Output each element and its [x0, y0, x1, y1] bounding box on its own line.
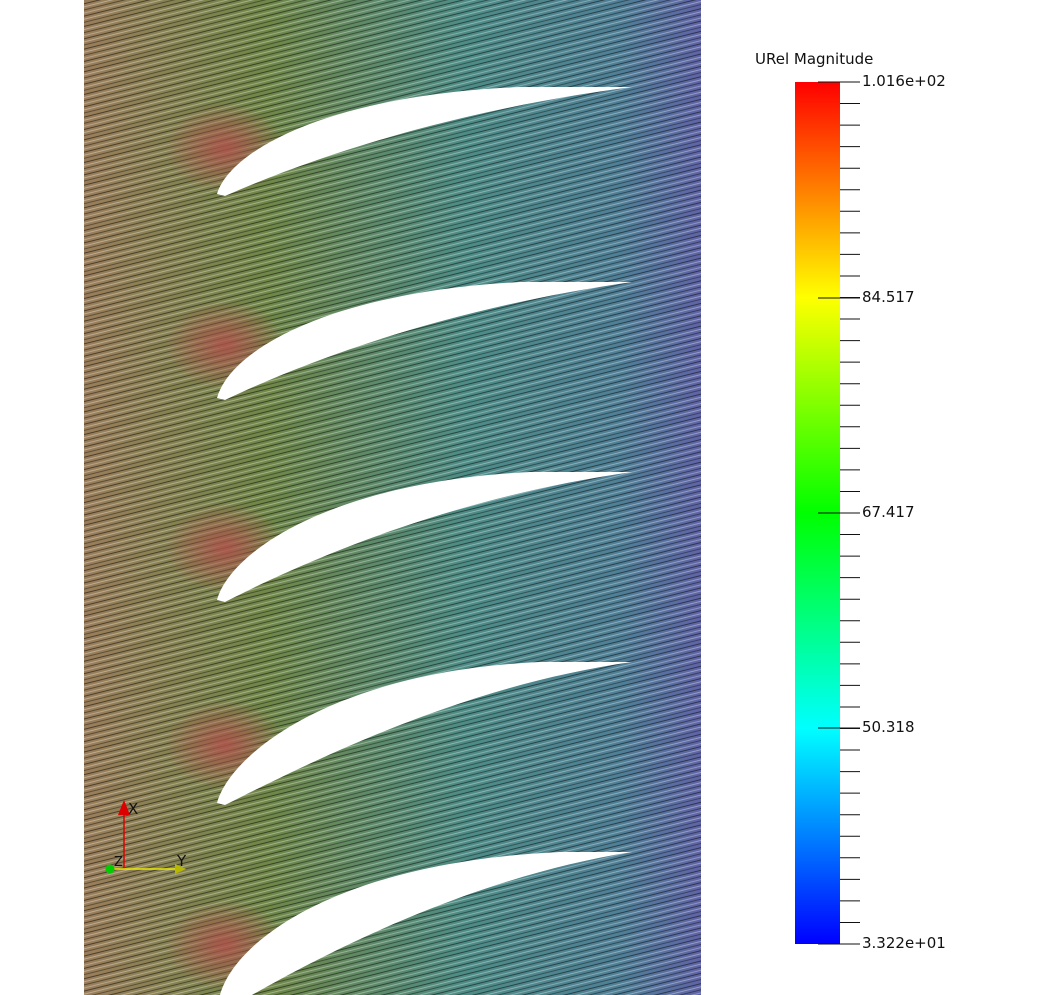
- legend-tick-label: 50.318: [862, 718, 915, 736]
- blade-2: [217, 282, 632, 400]
- y-axis-label: Y: [176, 852, 187, 870]
- blade-profiles: [217, 87, 632, 995]
- legend-min-label: 3.322e+01: [862, 934, 946, 952]
- blade-3: [217, 472, 632, 602]
- legend-tick-label: 84.517: [862, 288, 915, 306]
- x-axis-label: X: [128, 800, 138, 818]
- legend-max-label: 1.016e+02: [862, 72, 946, 90]
- blade-1: [217, 87, 632, 196]
- legend-tick-label: 67.417: [862, 503, 915, 521]
- z-axis-label: Z: [114, 855, 123, 870]
- legend-title: URel Magnitude: [755, 50, 874, 68]
- blade-5: [220, 852, 632, 995]
- x-axis-arrow-icon: [118, 800, 130, 815]
- axes-triad: X Y Z: [105, 800, 187, 874]
- blade-4: [217, 662, 632, 805]
- y-axis-arrow-icon: [175, 864, 186, 874]
- z-axis-dot-icon: [105, 864, 115, 874]
